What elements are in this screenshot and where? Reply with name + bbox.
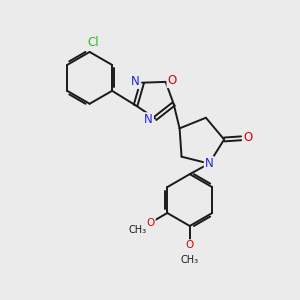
Text: N: N [131,75,140,88]
Text: N: N [205,157,214,170]
Text: O: O [147,218,155,228]
Text: O: O [167,74,177,87]
Text: N: N [144,113,153,126]
Text: Cl: Cl [87,36,99,49]
Text: CH₃: CH₃ [128,225,146,235]
Text: O: O [243,131,252,144]
Text: CH₃: CH₃ [181,255,199,266]
Text: O: O [186,240,194,250]
